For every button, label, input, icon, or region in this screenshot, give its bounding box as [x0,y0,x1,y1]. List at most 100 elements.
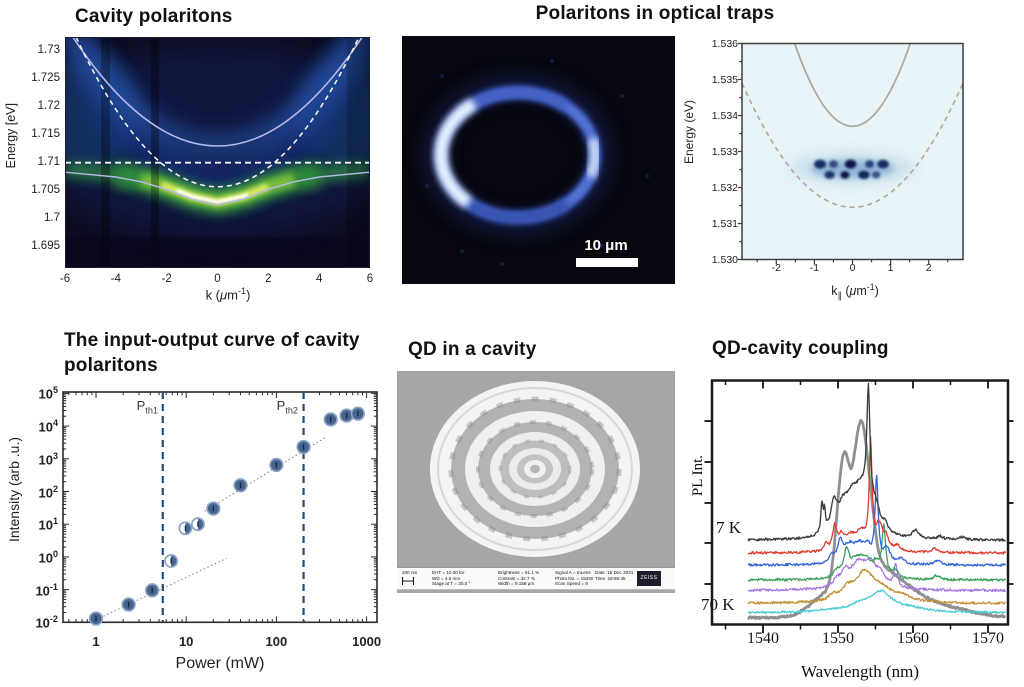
spectrum-intermediate-2 [747,474,1007,567]
pl-xtick: 1540 [747,630,779,647]
cavity-ytick: 1.715 [31,127,60,140]
spectrum-7-K [747,382,1006,542]
trap-ytick: 1.531 [711,217,738,230]
trap-xtick: 1 [887,262,894,274]
data-point [206,501,221,516]
upper-branch-curve [793,43,912,127]
dark-stripe-2 [151,37,159,268]
guide-line [204,436,326,512]
trap-ytick: 1.532 [711,181,738,194]
dark-bottom [65,237,370,268]
io-ytick: 105 [38,385,58,402]
data-point [269,457,284,473]
cavity-ytick: 1.7 [44,211,60,224]
optical-trap-ring-image [402,36,675,284]
cavity-xtick: -2 [161,273,172,285]
title-optical-traps: Polaritons in optical traps [535,3,775,24]
condensate-blobs [814,159,889,180]
ring-outer-halo [424,75,612,235]
pl-plot-frame [710,379,1010,626]
io-xtick: 1000 [352,634,382,649]
cavity-xtick: -4 [110,273,121,285]
bullseye-rings [430,381,640,557]
title-qd-coupling: QD-cavity coupling [712,338,889,359]
sem-bullseye-image [397,371,675,593]
mu-symbol: μ [220,287,228,303]
ring-scalebar [576,258,638,267]
io-ytick: 104 [38,418,58,435]
io-ytick: 100 [38,548,58,566]
upper-polariton-curve [71,37,364,147]
data-point [121,597,136,612]
pl-spectra-plot [704,379,1014,633]
data-point [88,611,104,626]
trap-ytick: 1.533 [711,145,738,158]
sem-info-col2: Brightness = 51.1 % Contrast = 32.7 % Widt… [498,570,540,587]
heatmap-frame [65,37,370,268]
io-xtick: 100 [265,634,288,649]
spectrum-cavity-mode-envelope [747,418,1007,621]
trap-xtick: -2 [771,262,781,274]
sem-scale-label: 200 nm [402,570,418,575]
dark-edge-right [347,37,370,268]
data-point [296,439,311,455]
pl-y-axis-label: PL Int. [690,455,706,497]
ring-bottom-arc [465,198,571,223]
trap-xtick: 2 [925,262,932,274]
white-band-core [176,188,249,204]
pl-xtick: 1570 [972,630,1004,647]
trap-dispersion-plot [737,42,964,265]
threshold-label-pth2: Pth2 [276,398,298,416]
zeiss-logo: ZEISS [637,571,661,586]
io-ytick: 10-2 [35,614,58,631]
sem-info-col3: Signal A = InLens Photo No. = 15250 Scan S… [555,570,594,587]
trap-xtick: -1 [809,262,820,274]
cavity-ytick: 1.73 [37,43,60,56]
ring-bright-right-spot [585,137,601,179]
cavity-ytick: 1.695 [31,239,60,252]
title-cavity-polaritons: Cavity polaritons [75,6,233,27]
io-xtick: 1 [92,634,100,649]
data-point [145,583,160,598]
image-noise-dots [425,59,649,266]
spectrum-70-K [747,589,1006,614]
spectrum-intermediate-4 [747,557,1007,593]
lower-polariton-curve [65,171,370,206]
data-point [323,412,338,427]
sem-info-col4: Date :15 Dec 2021 Time :18:55:45 [595,570,634,581]
ring-scalebar-label: 10 μm [584,237,628,254]
temperature-label-7k: 7 K [716,518,742,537]
io-ytick: 102 [38,483,58,500]
data-point [233,478,248,493]
trap-xtick: 0 [849,262,856,274]
spectrum-intermediate-5 [747,568,1006,605]
io-ytick: 101 [38,516,58,533]
cavity-ytick: 1.725 [31,71,60,84]
temperature-label-70k: 70 K [701,595,735,614]
cavity-ytick: 1.705 [31,183,60,196]
pl-xtick: 1550 [822,630,854,647]
ring-bright-left-arc [434,98,478,209]
spectrum-intermediate-1 [747,435,1007,555]
trap-ytick: 1.535 [711,73,738,86]
cavity-dispersion-heatmap [65,37,370,268]
cavity-ytick: 1.71 [37,155,60,168]
threshold-label-pth1: Pth1 [136,398,158,416]
title-qd-cavity: QD in a cavity [408,339,537,360]
title-input-output: The input-output curve of cavity polarit… [64,330,360,377]
cavity-x-axis-label: k (μm-1) [205,286,251,303]
mu-symbol: μ [849,284,857,299]
guide-line [95,557,227,621]
io-x-axis-label: Power (mW) [175,655,265,672]
data-point [350,406,366,421]
io-ytick: 103 [38,450,58,468]
dark-stripe-1 [101,37,110,268]
spectra-curves [747,382,1007,621]
cavity-xtick: 6 [366,273,374,285]
sem-info-col1: EHT = 10.00 kV WD = 4.6 mm Stage at T = 30… [432,570,471,587]
lower-branch-dashed-curve [741,82,964,208]
sem-info-bar: 200 nm EHT = 10.00 kV WD = 4.6 mm Stage at… [397,567,675,590]
cavity-xtick: 4 [315,273,323,285]
pl-x-axis-label: Wavelength (nm) [800,662,920,681]
